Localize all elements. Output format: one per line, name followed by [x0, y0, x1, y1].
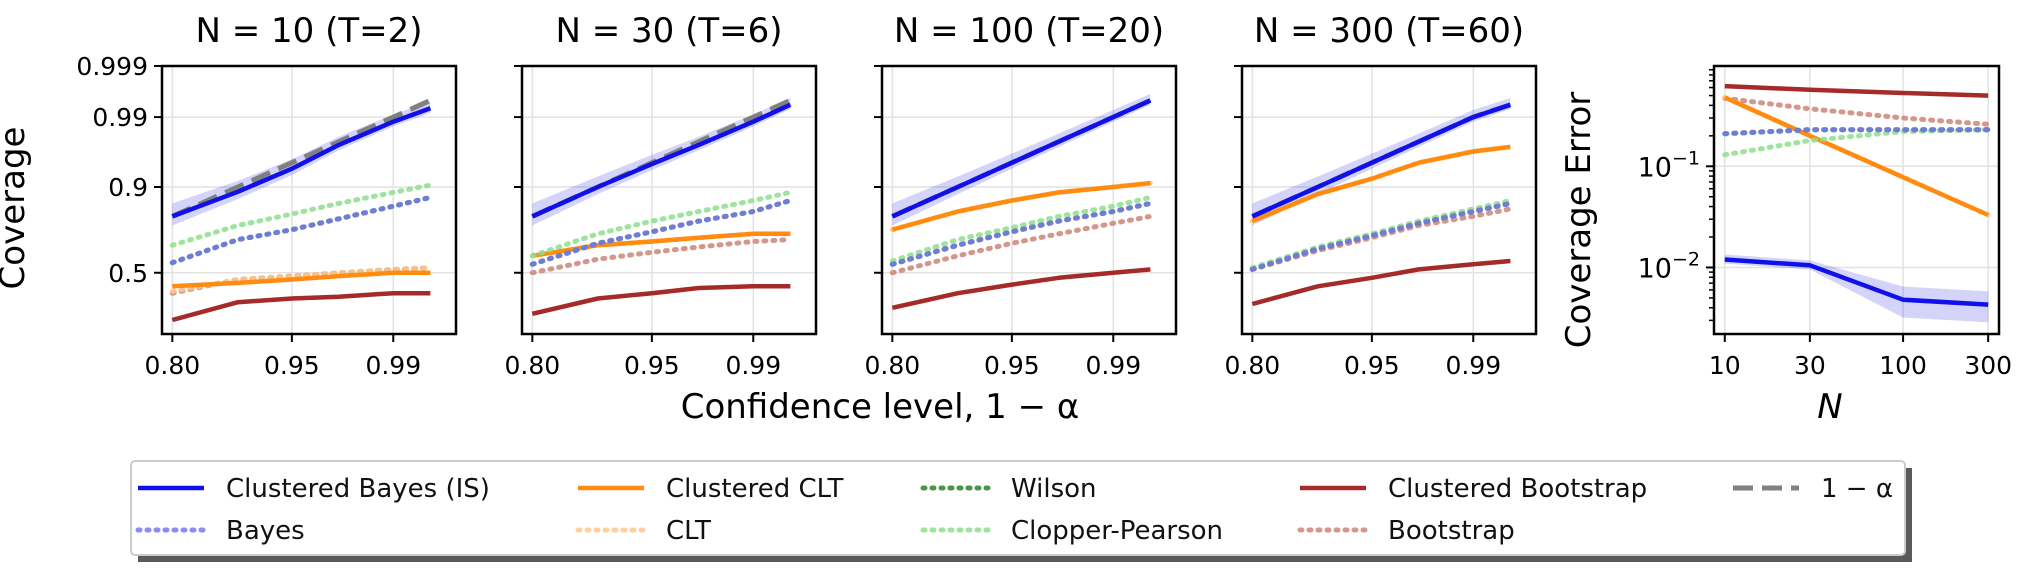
x-tick-label: 0.80 [1224, 351, 1280, 380]
series-clopper-pearson [889, 194, 1153, 264]
series-clustered-bayes-is [1724, 257, 1989, 307]
legend-box [130, 460, 1906, 556]
series-bayes [169, 194, 433, 266]
legend: Clustered Bayes (IS) Bayes Clustered CLT CL… [130, 460, 1912, 562]
x-tick-label: 0.95 [1344, 351, 1400, 380]
panel-title: N = 10 (T=2) [195, 11, 422, 51]
clustered-bayes-band [1724, 254, 1989, 323]
x-tick-label: 10 [1709, 351, 1741, 380]
series-clustered-bootstrap [531, 284, 791, 316]
x-tick-label: 100 [1879, 351, 1927, 380]
x-tick-label: 0.99 [1445, 351, 1501, 380]
series-clustered-bayes-is [171, 106, 432, 219]
legend-item-bootstrap: Bootstrap [1297, 516, 1515, 546]
series-clustered-bootstrap [1724, 83, 1989, 98]
plot-frame [520, 64, 818, 336]
y-tick-label: 10−2 [1638, 248, 1700, 284]
legend-label: Wilson [1011, 474, 1097, 504]
y-tick-label: 0.5 [108, 259, 148, 288]
series-group [1249, 97, 1513, 307]
series-clustered-bayes-is [531, 102, 792, 219]
series-bayes [889, 200, 1153, 267]
legend-item-1: 1 − α [1733, 474, 1893, 504]
legend-item-clustered-clt: Clustered CLT [578, 474, 844, 504]
plot-frame [1240, 64, 1538, 336]
panel-2: N = 30 (T=6) 0.80 0.95 0.99 [504, 11, 818, 380]
legend-label: Clopper-Pearson [1011, 516, 1223, 546]
legend-item-clustered-bootstrap: Clustered Bootstrap [1300, 474, 1647, 504]
right-y-axis-label: Coverage Error [1559, 92, 1599, 349]
plot-frame [880, 64, 1178, 336]
x-tick-label: 0.99 [1085, 351, 1141, 380]
series-clustered-bayes-is [1251, 102, 1512, 219]
panel-title: N = 30 (T=6) [555, 11, 782, 51]
panel-coverage-error: 10 30 100 300 10−2 10−1 [1638, 64, 2012, 380]
x-tick-label: 30 [1794, 351, 1826, 380]
y-axis-label: Coverage [0, 127, 33, 290]
series-clustered-clt [1723, 95, 1990, 218]
x-tick-label: 300 [1964, 351, 2012, 380]
legend-label: Clustered Bootstrap [1388, 474, 1647, 504]
series-group [1722, 83, 1991, 323]
x-tick-label: 0.80 [504, 351, 560, 380]
y-tick-label: 0.999 [76, 52, 148, 81]
series-bootstrap [1722, 95, 1991, 127]
series-bootstrap [529, 237, 793, 276]
legend-label: Clustered CLT [666, 474, 844, 504]
series-group [889, 93, 1153, 310]
series-bootstrap [1249, 206, 1513, 272]
x-tick-label: 0.99 [365, 351, 421, 380]
legend-item-bayes: Bayes [135, 516, 305, 546]
x-tick-label: 0.99 [725, 351, 781, 380]
series-clopper-pearson [529, 189, 793, 259]
series-clustered-bootstrap [1251, 258, 1511, 307]
series-group [529, 97, 793, 316]
series-clopper-pearson [169, 182, 433, 248]
legend-item-wilson: Wilson [920, 474, 1097, 504]
legend-item-clustered-bayes-is: Clustered Bayes (IS) [138, 474, 490, 504]
legend-label: Clustered Bayes (IS) [226, 474, 490, 504]
series-clustered-clt [1251, 144, 1511, 224]
series-bayes [1722, 127, 1991, 137]
series-1 [171, 98, 432, 219]
series-clopper-pearson [1722, 127, 1991, 158]
x-tick-label: 0.95 [984, 351, 1040, 380]
legend-label: 1 − α [1821, 474, 1893, 504]
series-bootstrap [889, 213, 1153, 276]
x-tick-label: 0.80 [864, 351, 920, 380]
series-clustered-clt [172, 270, 431, 289]
series-clustered-bootstrap [171, 290, 431, 323]
legend-label: Bootstrap [1388, 516, 1515, 546]
legend-item-clt: CLT [575, 516, 711, 546]
panel-4: N = 300 (T=60) 0.80 0.95 0.99 [1224, 11, 1538, 380]
series-group [169, 98, 433, 323]
series-clustered-clt [531, 231, 791, 259]
y-tick-label: 0.99 [92, 103, 148, 132]
plot-frame [160, 64, 458, 336]
legend-label: Bayes [226, 516, 305, 546]
panel-title: N = 300 (T=60) [1254, 11, 1524, 51]
legend-item-clopper-pearson: Clopper-Pearson [920, 516, 1223, 546]
legend-label: CLT [666, 516, 711, 546]
right-x-axis-label: N [1817, 387, 1842, 427]
x-tick-label: 0.95 [624, 351, 680, 380]
series-clustered-bayes-is [891, 98, 1152, 219]
panel-title: N = 100 (T=20) [894, 11, 1164, 51]
x-tick-label: 0.80 [144, 351, 200, 380]
series-clt [529, 231, 793, 259]
plot-frame [1712, 64, 2001, 336]
y-tick-label: 0.9 [108, 173, 148, 202]
series-bayes [1249, 200, 1513, 272]
y-tick-label: 10−1 [1638, 147, 1700, 183]
series-clustered-clt [891, 180, 1151, 232]
x-axis-label: Confidence level, 1 − α [681, 387, 1080, 427]
series-clustered-bootstrap [891, 267, 1151, 310]
series-bayes [529, 198, 793, 267]
panel-1: N = 10 (T=2) 0.80 0.95 0.99 0.5 0.9 0.99 0.999 [76, 11, 458, 380]
x-tick-label: 0.95 [264, 351, 320, 380]
panel-3: N = 100 (T=20) 0.80 0.95 0.99 [864, 11, 1178, 380]
